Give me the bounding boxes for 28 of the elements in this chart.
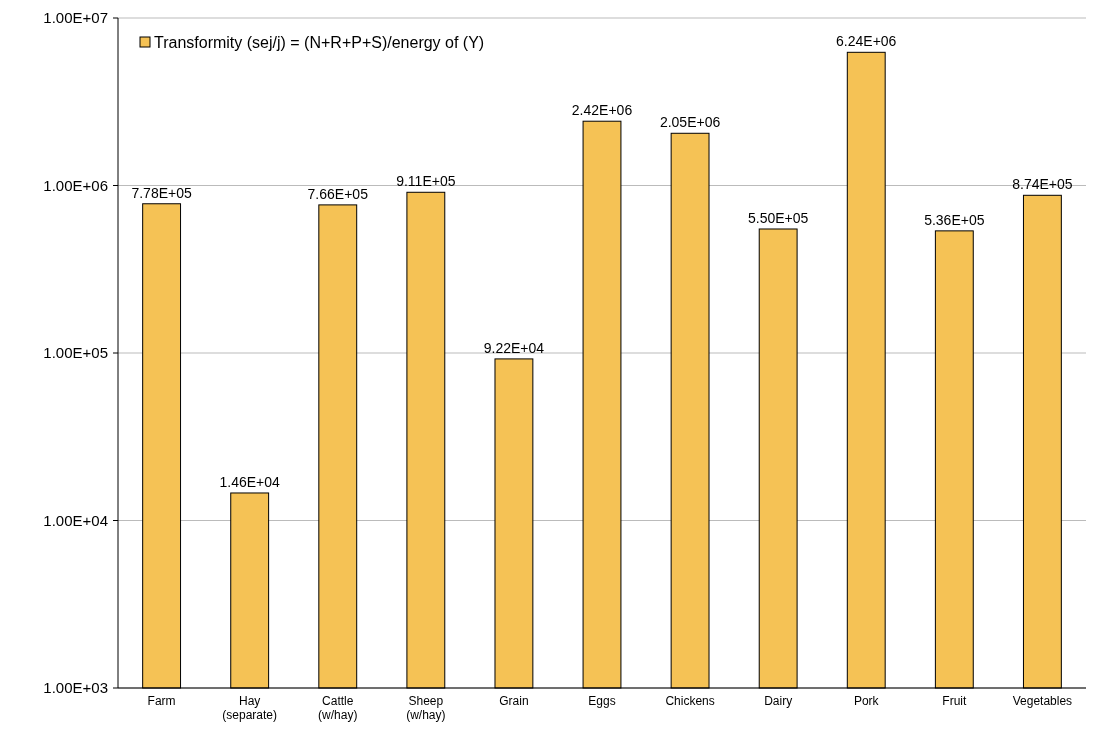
x-tick-label: Hay (separate) [222,694,278,722]
x-tick-label: Cattle (w/hay) [318,694,358,722]
y-tick-label: 1.00E+03 [43,679,108,697]
data-label: 2.05E+06 [659,114,721,131]
x-tick-label: Chickens [665,694,715,708]
data-label: 8.74E+05 [1012,176,1073,193]
x-tick-label: Sheep (w/hay) [406,694,446,722]
x-tick-label: Farm [147,694,176,708]
x-tick-label: Eggs [588,694,616,708]
x-tick-label: Fruit [942,694,967,708]
x-tick-label: Vegetables [1012,694,1073,708]
data-label: 2.42E+06 [571,102,633,119]
x-tick-label: Grain [499,694,529,708]
y-tick-label: 1.00E+04 [43,511,108,529]
y-tick-label: 1.00E+07 [43,9,108,27]
data-label: 9.22E+04 [483,339,545,356]
data-label: 7.78E+05 [131,184,192,201]
y-tick-label: 1.00E+06 [43,176,108,194]
data-label: 6.24E+06 [836,33,897,50]
data-label: 5.50E+05 [747,209,809,226]
legend-label: Transformity (sej/j) = (N+R+P+S)/energy of (Y) [154,33,485,51]
data-label: 9.11E+05 [396,173,456,190]
y-tick-label: 1.00E+05 [43,344,108,362]
data-label: 5.36E+05 [924,211,985,228]
x-tick-label: Pork [853,694,880,708]
data-label: 7.66E+05 [307,185,369,202]
x-tick-label: Dairy [764,694,793,708]
data-label: 1.46E+04 [219,473,281,490]
